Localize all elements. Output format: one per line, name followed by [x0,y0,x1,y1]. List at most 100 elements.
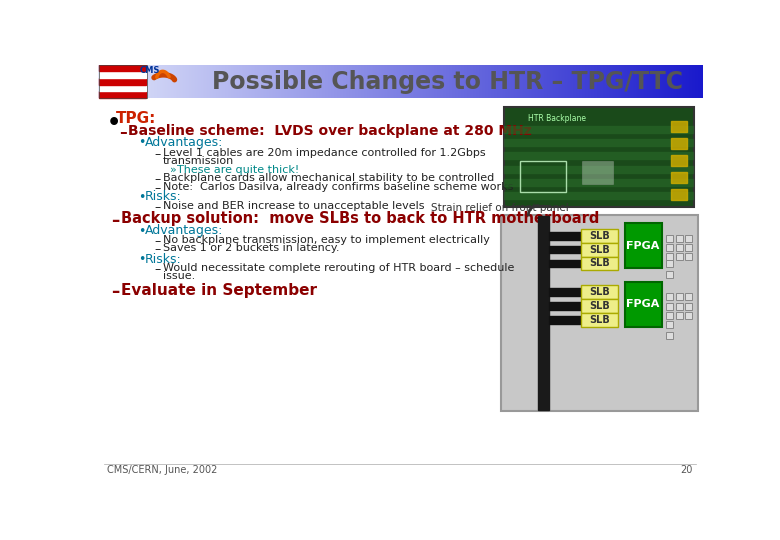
Bar [581,256,619,271]
Text: transmission: transmission [162,157,234,166]
Bar [666,253,673,260]
Bar [685,303,692,309]
Bar [99,91,146,98]
Text: SLB: SLB [590,315,610,325]
Bar [666,294,673,300]
Bar [666,312,673,319]
Text: CMS: CMS [140,66,161,75]
Text: –: – [155,235,161,248]
Text: FPGA: FPGA [626,241,660,251]
Bar [671,155,686,166]
Bar [537,217,548,410]
Bar [671,138,686,148]
Text: FPGA: FPGA [626,299,660,309]
Text: TPG:: TPG: [116,111,157,126]
Bar [671,172,686,183]
Bar [666,303,673,309]
Bar [548,316,581,323]
Text: •: • [138,225,145,238]
Text: –: – [155,173,161,186]
Bar [582,161,613,184]
Text: HTR Backplane: HTR Backplane [527,113,586,123]
Bar [675,244,682,251]
Bar [581,229,619,242]
Bar [99,78,146,85]
Bar [99,65,147,98]
Bar [548,260,581,267]
Bar [99,65,146,71]
Text: Would necessitate complete rerouting of HTR board – schedule: Would necessitate complete rerouting of … [162,262,514,273]
Text: These are quite thick!: These are quite thick! [177,165,300,175]
Bar [505,107,694,207]
Text: 20: 20 [680,465,693,475]
Bar [685,253,692,260]
Text: Strain relief on front panel: Strain relief on front panel [431,204,569,213]
Text: –: – [155,148,161,161]
Text: SLB: SLB [590,301,610,311]
Bar [675,253,682,260]
Text: •: • [107,112,121,132]
Bar [99,71,146,78]
Bar [666,260,673,267]
Text: Advantages:: Advantages: [145,224,223,237]
Text: issue.: issue. [162,271,195,281]
Bar [675,294,682,300]
Bar [675,312,682,319]
Text: Baseline scheme:  LVDS over backplane at 280 MHz: Baseline scheme: LVDS over backplane at … [129,124,532,138]
Text: SLB: SLB [590,287,610,297]
Text: –: – [111,284,119,301]
Bar [671,189,686,200]
Text: Evaluate in September: Evaluate in September [121,283,317,298]
Bar [520,161,566,192]
Text: Backup solution:  move SLBs to back to HTR motherboard: Backup solution: move SLBs to back to HT… [121,211,599,226]
Bar [581,285,619,299]
Bar [685,294,692,300]
Bar [581,242,619,256]
Text: Note:  Carlos Dasilva, already confirms baseline scheme works: Note: Carlos Dasilva, already confirms b… [162,182,513,192]
Bar [625,282,661,327]
Text: SLB: SLB [590,231,610,241]
Text: SLB: SLB [590,245,610,254]
Text: Saves 1 or 2 buckets in latency.: Saves 1 or 2 buckets in latency. [162,244,339,253]
Text: –: – [111,212,119,230]
Bar [548,246,581,253]
Text: Noise and BER increase to unacceptable levels: Noise and BER increase to unacceptable l… [162,201,424,211]
Text: –: – [119,125,127,140]
Bar [548,288,581,296]
Bar [675,303,682,309]
Bar [581,299,619,313]
Bar [685,312,692,319]
Bar [685,235,692,242]
Text: •: • [138,191,145,204]
Text: Possible Changes to HTR – TPG/TTC: Possible Changes to HTR – TPG/TTC [212,70,683,94]
Text: Advantages:: Advantages: [145,136,223,148]
Bar [666,244,673,251]
Text: SLB: SLB [590,259,610,268]
Bar [581,313,619,327]
Text: –: – [155,264,161,276]
Bar [675,235,682,242]
Bar [671,121,686,132]
Bar [666,332,673,339]
Text: No backplane transmission, easy to implement electrically: No backplane transmission, easy to imple… [162,235,490,245]
Text: •: • [138,253,145,266]
Text: •: • [138,137,145,150]
Text: Backplane cards allow mechanical stability to be controlled: Backplane cards allow mechanical stabili… [162,173,494,184]
Bar [685,244,692,251]
Text: »: » [170,165,177,175]
Text: Risks:: Risks: [145,253,182,266]
Bar [625,224,661,268]
Text: CMS/CERN, June, 2002: CMS/CERN, June, 2002 [107,465,217,475]
Bar [548,232,581,240]
Text: Risks:: Risks: [145,190,182,203]
Text: –: – [155,244,161,256]
Bar [666,235,673,242]
Bar [666,271,673,278]
Text: Level 1 cables are 20m impedance controlled for 1.2Gbps: Level 1 cables are 20m impedance control… [162,148,485,158]
Bar [501,215,698,411]
Text: –: – [155,182,161,195]
Bar [666,321,673,328]
Text: –: – [155,201,161,214]
Bar [99,85,146,91]
Bar [548,302,581,309]
